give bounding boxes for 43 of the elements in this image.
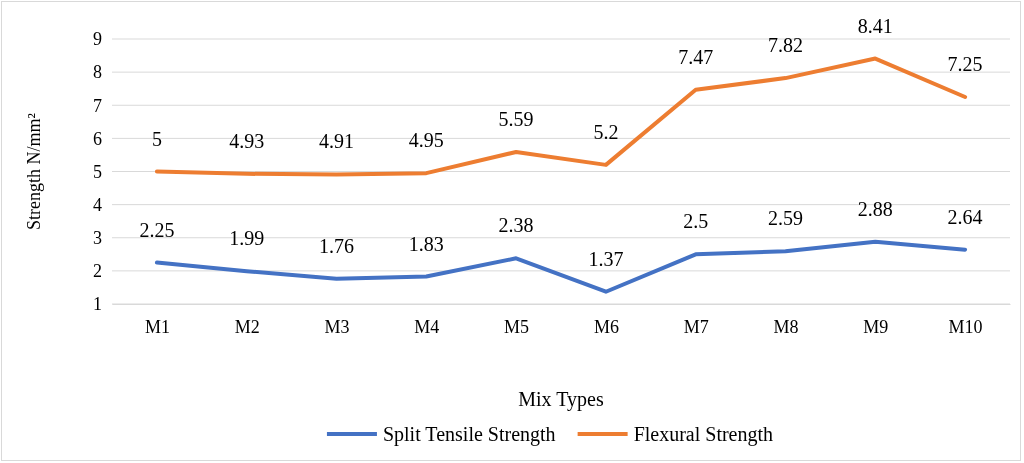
y-tick-label: 4 — [93, 194, 102, 215]
data-label: 4.93 — [229, 129, 265, 152]
x-tick-label: M3 — [324, 316, 350, 337]
data-label: 2.59 — [768, 207, 803, 230]
y-tick-label: 5 — [93, 161, 102, 182]
x-tick-label: M4 — [414, 316, 440, 337]
x-tick-label: M9 — [863, 316, 889, 337]
data-label: 2.64 — [947, 205, 983, 228]
y-axis-title: Strength N/mm² — [24, 113, 44, 230]
data-label: 5.2 — [593, 120, 619, 143]
y-tick-label: 2 — [93, 261, 102, 282]
x-tick-label: M7 — [683, 316, 709, 337]
data-label: 1.37 — [588, 247, 624, 270]
data-label: 1.83 — [408, 232, 444, 255]
data-label: 5.59 — [498, 107, 534, 130]
x-tick-label: M10 — [948, 316, 983, 337]
x-tick-label: M2 — [234, 316, 260, 337]
x-tick-label: M6 — [593, 316, 619, 337]
data-label: 7.82 — [768, 34, 803, 57]
data-label: 8.41 — [857, 14, 893, 37]
data-label: 1.99 — [229, 227, 265, 250]
data-label: 7.47 — [678, 45, 714, 68]
x-tick-label: M5 — [504, 316, 530, 337]
y-tick-label: 7 — [93, 95, 102, 116]
data-label: 2.5 — [683, 210, 709, 233]
legend-label: Flexural Strength — [633, 423, 774, 446]
legend-label: Split Tensile Strength — [382, 423, 556, 446]
y-tick-label: 8 — [93, 62, 102, 83]
data-label: 5 — [151, 127, 162, 150]
data-label: 4.95 — [408, 129, 444, 152]
x-tick-label: M8 — [773, 316, 799, 337]
y-tick-label: 3 — [93, 228, 102, 249]
data-label: 2.25 — [139, 218, 175, 241]
x-axis-title: Mix Types — [518, 388, 604, 411]
y-tick-label: 9 — [93, 29, 102, 50]
data-label: 2.38 — [498, 214, 534, 237]
data-label: 2.88 — [857, 197, 893, 220]
data-label: 7.25 — [947, 52, 983, 75]
data-label: 4.91 — [319, 130, 354, 153]
data-label: 1.76 — [319, 234, 354, 257]
y-tick-label: 6 — [93, 128, 102, 149]
x-tick-label: M1 — [144, 316, 170, 337]
y-tick-label: 1 — [93, 294, 102, 315]
